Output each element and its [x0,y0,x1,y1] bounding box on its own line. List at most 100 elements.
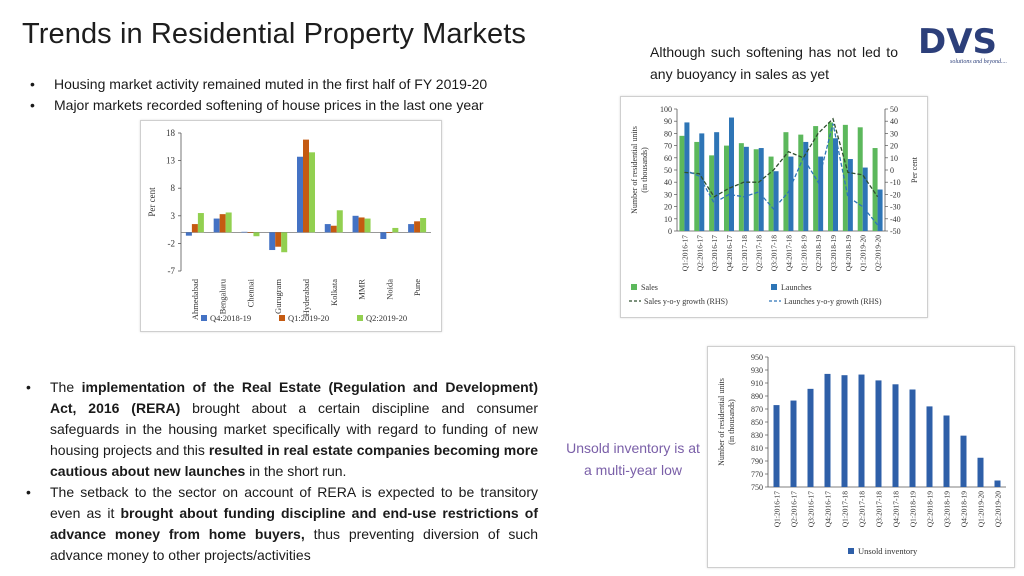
bar [364,218,371,233]
x-tick-label: Q3:2017-18 [770,235,779,271]
bar [960,435,967,487]
x-tick-label: Q2:2017-18 [755,235,764,271]
y-tick-label: 790 [751,457,763,466]
x-tick-label: Q3:2018-19 [943,491,952,527]
x-tick-label: Q1:2017-18 [740,235,749,271]
y-tick-label: 8 [171,183,176,193]
x-tick-label: Q4:2018-19 [844,235,853,271]
sales-launches-chart: 0 10 20 30 40 50 60 70 80 90 100 -50 -40 -30 -20 -10 0 10… [620,96,928,318]
legend-swatch [771,284,777,290]
y2-tick-label: 20 [890,142,898,151]
bar [380,232,387,239]
x-tick-label: Q4:2016-17 [824,491,833,527]
bar [842,124,848,231]
bar [828,122,833,231]
bar [841,375,848,487]
x-tick-label: Q2:2017-18 [858,491,867,527]
bar [197,213,204,233]
bar [783,132,789,231]
y-tick-label: 20 [664,203,672,212]
y2-tick-label: 30 [890,129,898,138]
bar [798,134,804,231]
y-tick-label: 0 [668,227,672,236]
bar [724,145,729,231]
y-axis-label-line: Number of residential units [630,126,639,214]
bar [309,152,315,233]
bar [684,122,690,231]
bar [872,148,878,231]
bar [392,227,399,233]
x-tick-label: Q1:2019-20 [977,491,986,527]
y-tick-label: 18 [166,128,176,138]
bar [714,132,720,231]
legend-label: Sales y-o-y growth (RHS) [644,297,728,306]
x-tick-label: Q1:2019-20 [859,235,868,271]
x-tick-label: Gurugram [273,279,283,314]
top-bullet-item: Housing market activity remained muted i… [30,74,550,95]
bar [926,406,933,487]
x-tick-label: Kolkata [329,279,339,306]
legend-swatch [848,548,854,554]
bar [225,212,232,233]
legend-label: Unsold inventory [858,546,918,556]
series-line [684,117,879,198]
bar [824,373,831,487]
bar [738,143,744,231]
x-tick-label: Q3:2017-18 [875,491,884,527]
x-tick-label: Q2:2019-20 [874,235,883,271]
legend-label: Q2:2019-20 [366,313,407,323]
x-tick-label: Ahmedabad [190,278,200,320]
y2-tick-label: 0 [890,166,894,175]
rera-bullet-item: The setback to the sector on account of … [26,482,538,566]
legend-label: Launches y-o-y growth (RHS) [784,297,882,306]
bar [352,215,359,233]
bar [358,217,365,233]
bar [753,149,759,231]
y-tick-label: 50 [664,166,672,175]
y-tick-label: 950 [751,353,763,362]
legend-swatch [357,315,363,321]
y-tick-label: 910 [751,379,763,388]
bar [833,138,838,231]
bar [247,232,254,233]
legend-label: Launches [781,283,812,292]
y2-tick-label: -40 [890,215,901,224]
bar [818,156,824,231]
bar [297,156,303,233]
bar [408,224,415,233]
top-bullet-list: Housing market activity remained muted i… [30,74,550,116]
y2-tick-label: -10 [890,178,901,187]
y-tick-label: 60 [664,154,672,163]
bar [977,457,984,487]
bar [790,400,797,487]
x-tick-label: Q1:2018-19 [799,235,808,271]
y-tick-label: 810 [751,444,763,453]
bar [803,141,809,231]
bar [768,156,774,231]
x-tick-label: Bengaluru [218,278,228,314]
y2-axis-label: Per cent [910,156,919,183]
bar [699,133,705,231]
x-tick-label: Q1:2016-17 [773,491,782,527]
y-tick-label: 3 [171,211,176,221]
bar [858,374,865,487]
x-tick-label: Q3:2018-19 [829,235,838,271]
bar [743,146,749,231]
x-tick-label: Q2:2018-19 [814,235,823,271]
y-tick-label: 870 [751,405,763,414]
bar [420,218,427,233]
bar [788,156,794,231]
y-tick-label: 70 [664,142,672,151]
company-logo: DVS solutions and beyond.... [916,22,1008,70]
y-axis-label: Number of residential units(in thousands… [630,126,649,214]
bar [943,415,950,487]
x-tick-label: Q4:2016-17 [725,235,734,271]
y-tick-label: 770 [751,470,763,479]
bar [241,231,248,233]
y-tick-label: 930 [751,366,763,375]
bar [269,232,276,251]
y-tick-label: 100 [660,105,672,114]
bar [386,232,393,233]
y-axis-label-line: Number of residential units [717,378,726,466]
y-axis-label-line: (in thousands) [640,147,649,193]
